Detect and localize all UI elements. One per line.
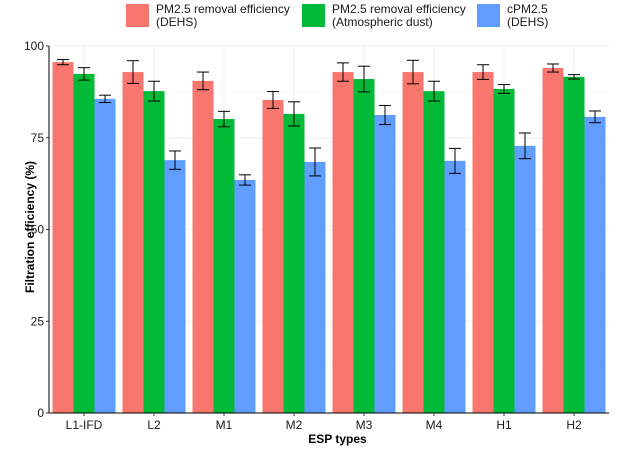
y-tick-label: 25 [31,314,45,328]
axes: 0 25 50 75 100 L1-IFD L2 M1 M2 M3 M4 H1 H2 [24,39,609,432]
bar-m3-series-2 [374,114,396,413]
x-tick-label: L1-IFD [66,418,103,432]
bar-l2-series-1 [143,91,165,414]
error-bars [57,59,601,186]
bar-m4-series-2 [444,160,466,413]
error-bar-m3-series-0 [337,62,349,82]
error-bar-m1-series-2 [239,174,251,186]
error-bar-m4-series-0 [407,59,419,85]
error-bar-m2-series-0 [267,91,279,109]
x-tick-label: H2 [566,418,582,432]
bar-m3-series-1 [353,79,375,413]
bar-h1-series-2 [514,145,536,413]
bar-m1-series-1 [213,119,235,414]
bar-h1-series-1 [493,88,515,414]
bars [52,62,606,414]
legend-swatch-dehs [126,4,149,27]
error-bar-h1-series-1 [498,84,510,94]
legend-label-dehs-line2: (DEHS) [156,15,198,29]
error-bar-l1-ifd-series-0 [57,59,69,66]
x-tick-label: L2 [147,418,161,432]
error-bar-m3-series-1 [358,65,370,93]
legend-swatch-cpm25 [477,4,500,27]
error-bar-l1-ifd-series-1 [78,67,90,81]
bar-m4-series-1 [423,91,445,414]
error-bar-m4-series-2 [449,147,461,174]
error-bar-h2-series-1 [568,74,580,80]
legend-label-cpm25-line1: cPM2.5 [507,2,548,16]
x-axis-title: ESP types [308,432,367,446]
y-tick-label: 0 [37,406,44,420]
legend-item-atmospheric: PM2.5 removal efficiency (Atmospheric du… [302,3,466,29]
bar-l1-ifd-series-1 [73,73,95,413]
legend-label-cpm25-line2: (DEHS) [507,15,549,29]
legend: PM2.5 removal efficiency (DEHS) PM2.5 re… [0,0,623,40]
x-tick-label: M1 [216,418,233,432]
bar-l1-ifd-series-2 [94,98,116,414]
error-bar-m4-series-1 [428,80,440,102]
bar-m1-series-2 [234,179,256,413]
x-tick-label: M2 [286,418,303,432]
error-bar-m2-series-2 [309,147,321,177]
error-bar-m3-series-2 [379,104,391,126]
error-bar-l2-series-1 [148,80,160,102]
bar-l2-series-2 [164,160,186,413]
bar-l1-ifd-series-0 [52,62,74,413]
error-bar-h2-series-2 [589,110,601,124]
bar-m2-series-1 [283,113,305,414]
bar-m1-series-0 [192,80,214,414]
bar-h2-series-2 [584,116,606,414]
y-tick-label: 50 [31,223,45,237]
legend-item-cpm25: cPM2.5 (DEHS) [477,3,548,29]
error-bar-h1-series-0 [477,64,489,80]
error-bar-h2-series-0 [547,63,559,73]
legend-label-dehs-line1: PM2.5 removal efficiency [156,2,290,16]
legend-item-dehs: PM2.5 removal efficiency (DEHS) [126,3,290,29]
bar-l2-series-0 [122,72,144,413]
legend-label-atmospheric-line2: (Atmospheric dust) [332,15,433,29]
y-tick-label: 75 [31,131,45,145]
error-bar-l2-series-0 [127,60,139,84]
error-bar-m2-series-1 [288,101,300,127]
x-tick-label: M4 [426,418,443,432]
bar-h2-series-0 [542,68,564,414]
error-bar-l2-series-2 [169,150,181,170]
x-tick-label: M3 [356,418,373,432]
legend-label-atmospheric-line1: PM2.5 removal efficiency [332,2,466,16]
bar-m2-series-2 [304,161,326,413]
y-tick-label: 100 [24,39,44,53]
error-bar-m1-series-1 [218,110,230,128]
y-axis-title: Filtration efficiency (%) [23,160,37,294]
error-bar-h1-series-2 [519,132,531,160]
bar-m3-series-0 [332,72,354,413]
x-tick-label: H1 [496,418,512,432]
bar-m4-series-0 [402,72,424,413]
bar-h1-series-0 [472,72,494,413]
error-bar-l1-ifd-series-2 [99,94,111,104]
legend-swatch-atmospheric [302,4,325,27]
bar-h2-series-1 [563,76,585,413]
error-bar-m1-series-0 [197,71,209,91]
bar-m2-series-0 [262,99,284,413]
